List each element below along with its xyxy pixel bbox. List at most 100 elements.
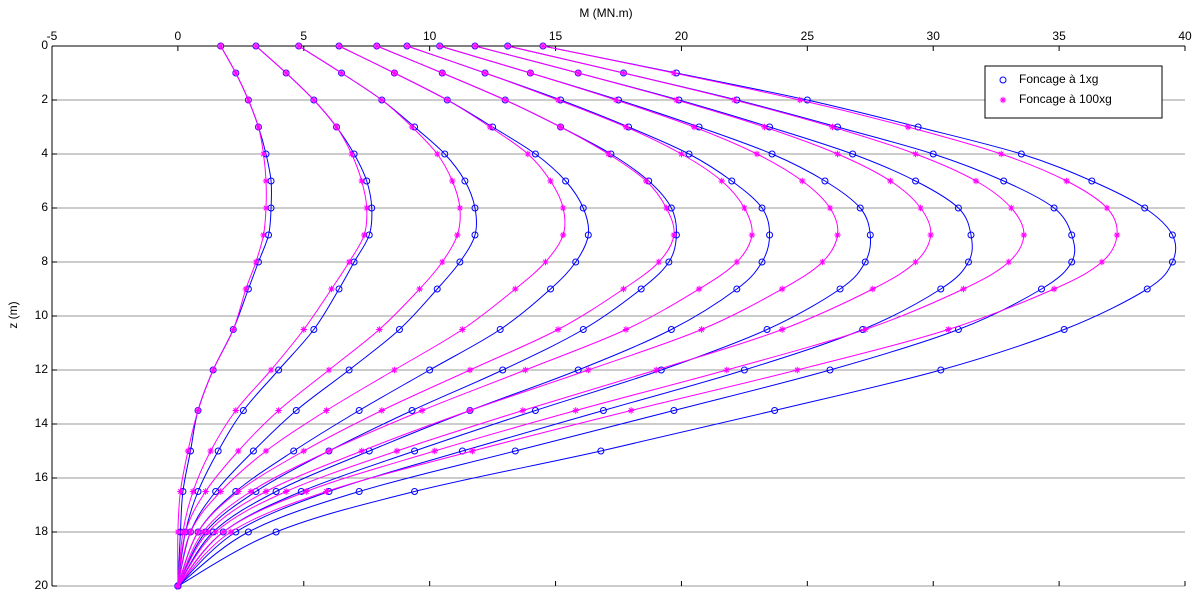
marker — [954, 204, 962, 212]
marker — [235, 447, 242, 455]
marker — [524, 150, 532, 158]
marker — [439, 258, 446, 266]
marker — [459, 326, 466, 333]
marker — [1037, 285, 1045, 293]
marker — [481, 69, 489, 77]
y-tick-label: 18 — [35, 524, 49, 538]
marker — [1000, 177, 1008, 185]
x-tick-label: 25 — [801, 29, 815, 43]
curve — [177, 45, 872, 587]
marker — [439, 69, 446, 77]
marker — [887, 177, 894, 185]
marker — [391, 69, 398, 77]
marker — [323, 488, 330, 495]
marker — [282, 69, 290, 77]
marker — [471, 204, 479, 212]
marker — [557, 123, 564, 131]
marker — [937, 285, 945, 293]
marker — [937, 366, 945, 374]
marker — [174, 528, 182, 536]
marker — [748, 231, 756, 239]
marker — [728, 177, 736, 185]
marker — [290, 447, 298, 455]
curve — [177, 45, 478, 587]
marker — [531, 407, 539, 414]
marker — [1143, 285, 1151, 293]
marker — [665, 258, 673, 266]
marker — [723, 366, 730, 374]
marker — [262, 204, 270, 212]
marker — [235, 488, 242, 495]
marker — [376, 326, 383, 333]
marker — [262, 177, 270, 185]
marker — [204, 528, 212, 536]
marker — [967, 231, 975, 239]
marker — [819, 258, 826, 266]
marker — [300, 447, 307, 455]
curve — [177, 45, 1118, 587]
marker — [771, 407, 779, 414]
marker — [667, 326, 675, 333]
marker — [486, 123, 494, 131]
marker — [466, 407, 474, 414]
marker — [345, 258, 353, 266]
y-tick-label: 16 — [35, 470, 49, 484]
legend-item: Foncage à 100xg — [999, 92, 1112, 106]
curve — [177, 45, 566, 587]
curve — [177, 45, 590, 587]
marker — [300, 326, 307, 333]
marker — [511, 447, 519, 455]
marker — [579, 204, 587, 212]
marker — [252, 258, 260, 266]
marker — [232, 69, 239, 77]
marker — [391, 366, 398, 374]
y-tick-label: 12 — [35, 362, 49, 376]
marker — [436, 42, 443, 50]
marker — [572, 258, 580, 266]
marker — [449, 177, 456, 185]
marker — [849, 150, 857, 158]
marker — [673, 96, 680, 104]
marker — [1005, 258, 1012, 266]
marker — [378, 96, 386, 104]
marker — [1068, 258, 1076, 266]
marker — [471, 231, 479, 239]
marker — [670, 69, 678, 77]
marker — [917, 204, 924, 212]
marker — [230, 326, 237, 333]
marker — [358, 177, 365, 185]
marker — [972, 177, 980, 185]
y-axis-title: z (m) — [6, 301, 20, 328]
x-tick-label: 40 — [1178, 29, 1192, 43]
curve — [177, 45, 771, 587]
marker — [328, 285, 335, 293]
marker — [323, 407, 330, 414]
marker — [861, 258, 869, 266]
series — [174, 42, 1121, 590]
marker — [194, 407, 202, 414]
marker — [522, 366, 529, 374]
marker — [194, 528, 202, 536]
marker — [1063, 177, 1070, 185]
marker — [869, 285, 876, 293]
marker — [441, 150, 449, 158]
marker — [655, 258, 662, 266]
marker — [731, 96, 738, 104]
marker — [202, 488, 209, 495]
curve — [177, 45, 675, 587]
marker — [1017, 150, 1025, 158]
marker — [325, 366, 333, 374]
x-tick-label: 10 — [423, 29, 437, 43]
marker — [1020, 231, 1028, 239]
marker — [1008, 204, 1015, 212]
marker — [599, 407, 607, 414]
marker — [927, 231, 934, 239]
legend-marker — [999, 76, 1007, 84]
marker — [862, 326, 869, 333]
marker — [799, 177, 806, 185]
curve — [177, 45, 973, 587]
marker — [1088, 177, 1096, 185]
marker — [275, 407, 282, 414]
marker — [622, 123, 630, 131]
